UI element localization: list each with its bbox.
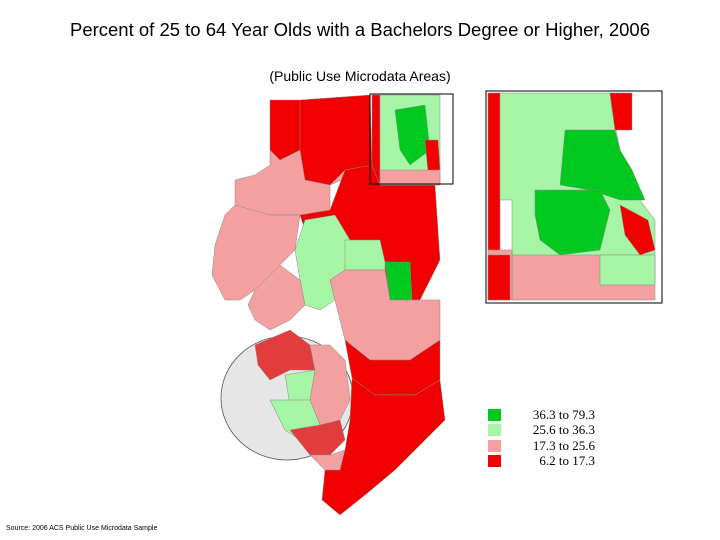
inset-red-southwest — [487, 254, 511, 301]
region-metro-east-red — [254, 329, 316, 381]
inset-west-red — [487, 92, 501, 251]
chicago-inset-map — [485, 90, 663, 304]
legend-label: 36.3 to 79.3 — [532, 406, 595, 422]
region-north-left — [269, 99, 301, 161]
legend-label: 6.2 to 17.3 — [539, 453, 595, 469]
map-legend: 36.3 to 79.3 25.6 to 36.3 17.3 to 25.6 6… — [488, 407, 595, 469]
region-central-lightgreen — [344, 239, 386, 271]
inset-red-south — [619, 204, 656, 256]
map-subtitle: (Public Use Microdata Areas) — [269, 68, 451, 84]
region-chicago-darkgreen — [394, 104, 431, 166]
map-title: Percent of 25 to 64 Year Olds with a Bac… — [69, 19, 651, 40]
source-note: Source: 2006 ACS Public Use Microdata Sa… — [6, 525, 158, 532]
inset-north-red — [609, 92, 633, 131]
region-west-central — [247, 264, 306, 331]
legend-label: 17.3 to 25.6 — [532, 437, 595, 453]
region-southwest-pink — [309, 449, 346, 471]
legend-swatch — [488, 424, 501, 437]
inset-green-southeast — [599, 254, 656, 286]
chicago-inset-box — [369, 93, 454, 185]
inset-darkgreen-central — [534, 189, 611, 256]
legend-row: 25.6 to 36.3 — [488, 422, 595, 439]
legend-row: 17.3 to 25.6 — [488, 438, 595, 454]
legend-row: 6.2 to 17.3 — [488, 453, 595, 470]
legend-swatch — [488, 455, 501, 468]
legend-label: 25.6 to 36.3 — [532, 422, 595, 438]
region-chicago-pink — [379, 169, 441, 186]
region-central-pink — [329, 269, 441, 361]
legend-swatch — [488, 408, 501, 421]
legend-swatch — [488, 439, 501, 452]
inset-darkgreen-north — [559, 129, 646, 201]
legend-row: 36.3 to 79.3 — [488, 407, 595, 423]
region-west — [211, 204, 301, 301]
